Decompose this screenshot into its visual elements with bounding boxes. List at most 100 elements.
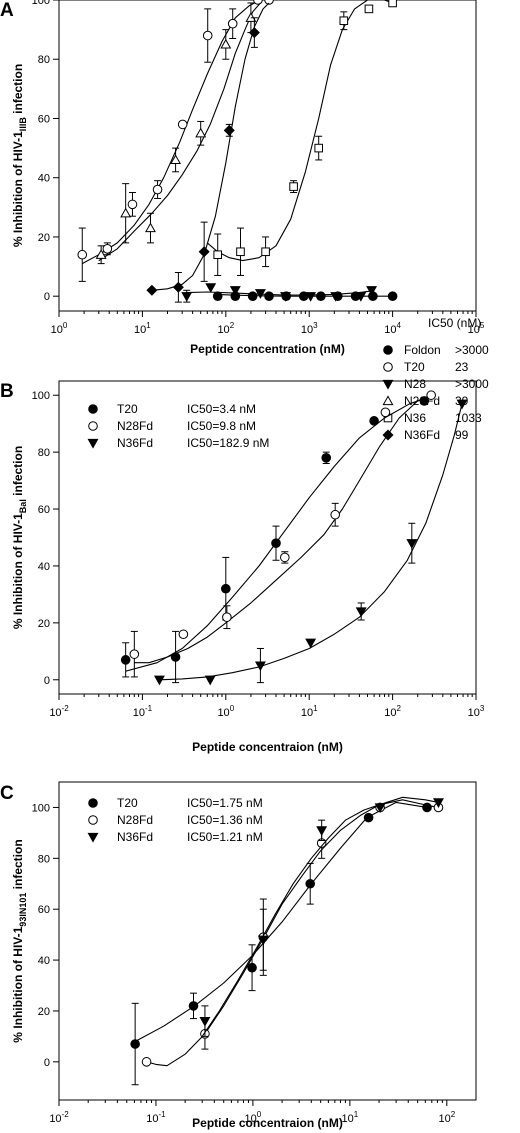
data-point bbox=[366, 286, 378, 296]
legend-label: N36Fd bbox=[117, 830, 153, 844]
series-n28fd bbox=[95, 2, 261, 265]
data-point bbox=[177, 119, 188, 130]
series-n36 bbox=[206, 0, 397, 276]
y-tick-label: 20 bbox=[38, 618, 50, 630]
legend-label: N28 bbox=[404, 377, 426, 391]
panel-letter: C bbox=[0, 783, 14, 804]
data-point bbox=[316, 291, 326, 301]
data-point bbox=[314, 143, 324, 153]
data-point bbox=[88, 404, 98, 414]
data-point bbox=[95, 249, 107, 259]
y-tick-label: 100 bbox=[32, 802, 50, 814]
x-tick-label: 100 bbox=[51, 321, 68, 336]
data-point bbox=[88, 815, 98, 825]
data-point bbox=[380, 407, 391, 418]
data-point bbox=[88, 421, 98, 431]
plot-frame bbox=[58, 0, 477, 312]
data-point bbox=[127, 199, 138, 210]
data-point bbox=[264, 291, 274, 301]
x-axis-label: Peptide concentration (nM) bbox=[190, 342, 345, 356]
y-tick-label: 20 bbox=[38, 232, 50, 244]
data-point bbox=[120, 207, 132, 218]
data-point bbox=[205, 283, 217, 293]
legend: T20 IC50=3.4 nM N28Fd IC50=9.8 nM N36Fd IC50=… bbox=[87, 402, 269, 450]
fit-curve bbox=[98, 2, 261, 262]
series-n28 bbox=[181, 283, 378, 303]
legend-label: N36Fd bbox=[117, 436, 153, 450]
x-tick-label: 100 bbox=[245, 1110, 262, 1125]
data-point bbox=[456, 399, 468, 410]
x-tick-label: 10-1 bbox=[133, 704, 153, 719]
y-tick-label: 40 bbox=[38, 173, 50, 185]
data-point bbox=[253, 0, 263, 5]
x-tick-label: 10-2 bbox=[49, 704, 69, 719]
data-point bbox=[129, 649, 140, 659]
y-tick-label: 40 bbox=[38, 955, 50, 967]
y-tick-label: 60 bbox=[38, 113, 50, 125]
data-point bbox=[213, 250, 223, 260]
panel-a: A 100 101 102 103 104 105 0 20 40 60 80 100 Peptide c… bbox=[0, 0, 489, 442]
data-point bbox=[170, 154, 182, 165]
legend-label: T20 bbox=[404, 360, 425, 374]
y-tick-label: 40 bbox=[38, 561, 50, 573]
data-point bbox=[188, 1001, 199, 1011]
data-point bbox=[77, 249, 88, 260]
data-point bbox=[181, 292, 193, 302]
fit-curve bbox=[125, 397, 426, 672]
data-point bbox=[120, 655, 131, 665]
fit-curve bbox=[206, 0, 393, 262]
data-point bbox=[330, 509, 341, 520]
data-point bbox=[146, 284, 158, 296]
legend-ic50: >3000 bbox=[455, 343, 489, 357]
y-tick-label: 80 bbox=[38, 54, 50, 66]
data-point bbox=[257, 935, 269, 946]
x-tick-label: 101 bbox=[342, 1110, 359, 1125]
data-point bbox=[264, 0, 274, 5]
y-tick-label: 100 bbox=[32, 390, 50, 402]
data-point bbox=[363, 812, 374, 823]
data-point bbox=[178, 629, 189, 640]
data-point bbox=[102, 244, 113, 254]
legend-header: IC50 (nM) bbox=[428, 316, 481, 330]
data-point bbox=[339, 16, 349, 26]
data-point bbox=[254, 289, 266, 299]
y-tick-label: 100 bbox=[32, 0, 50, 7]
data-point bbox=[254, 661, 266, 672]
data-point bbox=[382, 395, 394, 406]
data-point bbox=[374, 803, 386, 814]
fit-curve bbox=[201, 796, 439, 1037]
x-tick-label: 102 bbox=[217, 321, 234, 336]
data-point bbox=[229, 286, 241, 296]
data-point bbox=[433, 798, 444, 808]
data-point bbox=[204, 675, 216, 686]
data-point bbox=[321, 453, 332, 463]
legend-ic50: 23 bbox=[455, 360, 469, 374]
series-n36fd bbox=[153, 399, 468, 686]
legend-ic50: IC50=1.36 nM bbox=[187, 813, 263, 827]
fit-curve bbox=[134, 801, 428, 1042]
x-tick-label: 103 bbox=[468, 704, 485, 719]
data-point bbox=[426, 390, 436, 401]
y-tick-label: 60 bbox=[38, 904, 50, 916]
x-tick-label: 100 bbox=[217, 704, 234, 719]
legend-label: N28Fd bbox=[117, 419, 153, 433]
data-point bbox=[280, 552, 290, 563]
data-point bbox=[145, 222, 156, 233]
x-tick-label: 10-2 bbox=[49, 1110, 69, 1125]
series-t20 bbox=[77, 0, 274, 282]
x-tick-label: 102 bbox=[384, 704, 401, 719]
legend-ic50: IC50=1.75 nM bbox=[187, 796, 263, 810]
fit-curve bbox=[146, 799, 439, 1067]
panel-letter: B bbox=[0, 381, 14, 402]
series-t20 bbox=[120, 396, 430, 684]
y-tick-label: 20 bbox=[38, 1006, 50, 1018]
data-point bbox=[141, 1057, 152, 1067]
data-point bbox=[172, 281, 184, 293]
data-point bbox=[199, 1017, 211, 1027]
data-point bbox=[248, 27, 260, 39]
fit-curve bbox=[151, 2, 270, 291]
data-point bbox=[305, 292, 317, 302]
data-point bbox=[153, 675, 165, 686]
plot-frame bbox=[58, 380, 477, 695]
y-tick-label: 80 bbox=[38, 853, 50, 865]
